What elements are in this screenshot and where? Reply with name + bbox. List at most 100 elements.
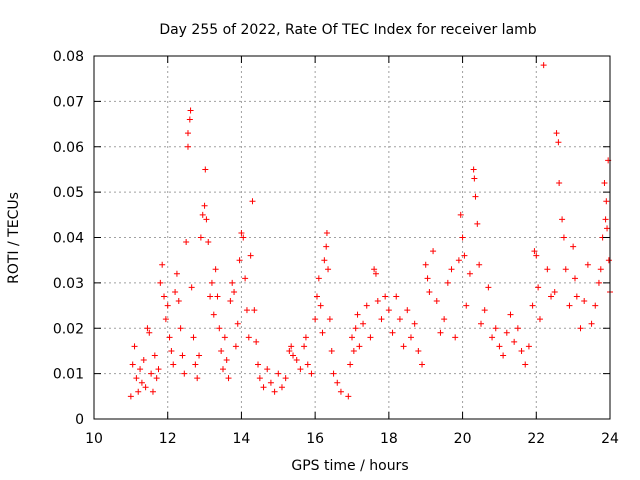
data-point	[466, 270, 473, 277]
data-point	[271, 388, 278, 395]
x-axis-ticks: 10 12 14 16 18 20 22 24	[85, 56, 619, 447]
data-point	[199, 211, 206, 218]
data-point	[597, 266, 604, 273]
data-point	[151, 352, 158, 359]
data-point	[170, 361, 177, 368]
data-point	[584, 261, 591, 268]
data-point	[430, 248, 437, 255]
data-point	[317, 302, 324, 309]
data-point	[323, 229, 330, 236]
data-point	[184, 143, 191, 150]
data-point	[162, 316, 169, 323]
data-point	[389, 329, 396, 336]
data-point	[278, 384, 285, 391]
data-point	[588, 320, 595, 327]
data-point	[382, 293, 389, 300]
x-tick-label: 16	[306, 431, 324, 447]
data-point	[411, 320, 418, 327]
data-point	[221, 334, 228, 341]
data-point	[531, 248, 538, 255]
data-point	[511, 338, 518, 345]
data-point	[481, 307, 488, 314]
data-point	[396, 316, 403, 323]
data-point	[349, 334, 355, 341]
data-point	[441, 316, 448, 323]
data-point	[337, 388, 344, 395]
data-point	[347, 361, 354, 368]
data-point	[354, 311, 361, 318]
data-point	[577, 325, 584, 332]
data-point	[146, 329, 153, 336]
data-point	[544, 266, 551, 273]
data-point	[352, 325, 359, 332]
data-point	[478, 320, 484, 327]
data-point	[371, 266, 378, 273]
data-point	[378, 316, 385, 323]
data-point	[187, 107, 194, 114]
data-point	[573, 293, 580, 300]
data-point	[518, 347, 525, 354]
x-tick-label: 10	[85, 431, 103, 447]
data-point	[315, 275, 322, 282]
data-point	[326, 316, 333, 323]
data-point	[312, 316, 319, 323]
y-tick-label: 0.05	[53, 185, 84, 201]
data-point	[345, 393, 352, 400]
data-point	[137, 366, 144, 373]
data-point	[140, 357, 147, 364]
y-tick-label: 0.08	[53, 49, 84, 65]
data-point	[323, 243, 330, 250]
data-point	[282, 375, 289, 382]
data-point	[267, 379, 274, 386]
data-point	[533, 252, 540, 259]
data-point	[470, 166, 477, 173]
data-point	[288, 343, 295, 350]
data-point	[330, 370, 337, 377]
data-points	[127, 62, 613, 400]
data-point	[328, 347, 335, 354]
data-point	[159, 261, 166, 268]
data-point	[251, 307, 258, 314]
data-point	[275, 370, 282, 377]
data-point	[400, 343, 407, 350]
data-point	[566, 302, 573, 309]
chart-title: Day 255 of 2022, Rate Of TEC Index for r…	[159, 22, 536, 38]
y-tick-label: 0.06	[53, 140, 84, 156]
x-tick-label: 18	[380, 431, 398, 447]
y-tick-label: 0.03	[53, 276, 84, 292]
y-axis-label: ROTI / TECUs	[6, 192, 22, 284]
data-point	[404, 307, 411, 314]
data-point	[433, 298, 440, 305]
data-point	[234, 320, 241, 327]
data-point	[172, 288, 179, 295]
data-point	[321, 257, 328, 264]
data-point	[148, 370, 155, 377]
data-point	[448, 266, 455, 273]
data-point	[372, 270, 379, 277]
data-point	[514, 325, 521, 332]
data-point	[231, 288, 238, 295]
data-point	[155, 366, 162, 373]
data-point	[605, 257, 612, 264]
data-point	[225, 375, 232, 382]
data-point	[240, 234, 247, 241]
data-point	[203, 216, 210, 223]
data-point	[507, 311, 514, 318]
data-point	[472, 193, 479, 200]
y-tick-label: 0.02	[53, 321, 84, 337]
data-point	[293, 357, 300, 364]
data-point	[457, 211, 464, 218]
data-point	[601, 180, 608, 187]
y-tick-label: 0.07	[53, 94, 84, 110]
data-point	[522, 361, 529, 368]
data-point	[223, 357, 230, 364]
data-point	[459, 234, 466, 241]
data-point	[157, 279, 164, 286]
data-point	[350, 347, 357, 354]
data-point	[196, 352, 203, 359]
data-point	[562, 266, 569, 273]
data-point	[253, 338, 260, 345]
data-point	[367, 334, 374, 341]
data-point	[129, 361, 136, 368]
